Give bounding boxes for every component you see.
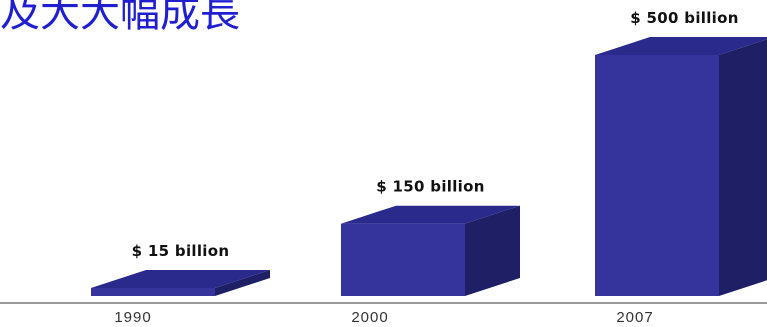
bar-top-face [91, 270, 270, 288]
chart-title: 及大大幅成長 [0, 0, 240, 36]
bar-front-face [595, 55, 719, 296]
bar-top-face [341, 205, 520, 224]
data-label: $ 500 billion [630, 9, 738, 27]
data-label: $ 150 billion [376, 178, 484, 196]
x-tick-label: 2000 [351, 309, 388, 326]
bar-front-face [341, 223, 465, 296]
data-label: $ 15 billion [132, 242, 230, 260]
bar-2000 [341, 205, 520, 296]
bar-side-face [465, 205, 520, 296]
bar-side-face [719, 39, 767, 296]
x-tick-label: 2007 [616, 309, 653, 326]
bar-front-face [91, 288, 215, 296]
bar-2007 [595, 37, 767, 296]
bar-1990 [91, 270, 270, 296]
x-tick-labels: 1990 2000 2007 [114, 309, 653, 326]
bars-group: $ 15 billion $ 150 billion $ 500 billion [91, 9, 767, 296]
chart-title-text: 及大大幅成長 [0, 0, 240, 36]
x-tick-label: 1990 [114, 309, 151, 326]
bar-top-face [595, 37, 767, 55]
bar-side-face [215, 270, 270, 296]
